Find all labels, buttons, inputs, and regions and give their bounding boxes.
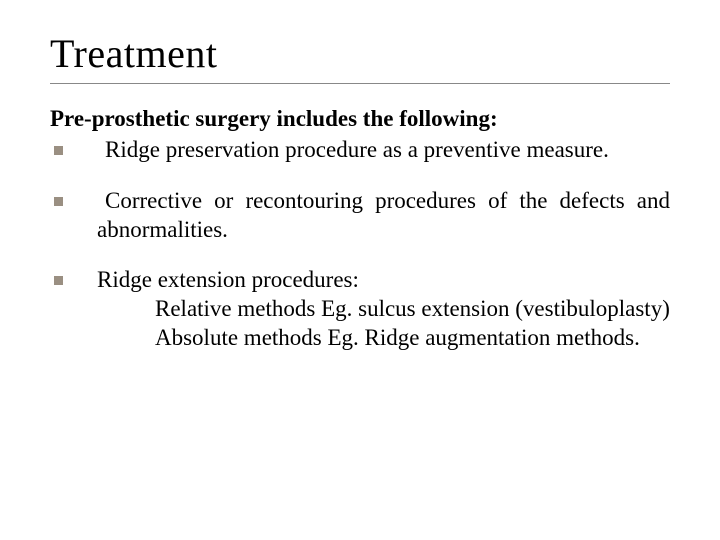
list-item-text: Ridge preservation procedure as a preven…: [97, 136, 670, 165]
title-underline: [50, 83, 670, 84]
list-item: Ridge extension procedures: Relative met…: [50, 266, 670, 352]
text-line: Relative methods Eg. sulcus extension (v…: [97, 295, 670, 324]
square-bullet-icon: [54, 276, 63, 285]
text-line: Absolute methods Eg. Ridge augmentation …: [97, 324, 670, 353]
slide: Treatment Pre-prosthetic surgery include…: [0, 0, 720, 540]
text-line: Ridge preservation procedure as a preven…: [97, 137, 609, 162]
intro-line: Pre-prosthetic surgery includes the foll…: [50, 106, 670, 132]
list-item: Corrective or recontouring procedures of…: [50, 187, 670, 245]
list-item-text: Corrective or recontouring procedures of…: [97, 187, 670, 245]
text-line: Ridge extension procedures:: [97, 266, 670, 295]
square-bullet-icon: [54, 146, 63, 155]
list-item-text: Ridge extension procedures: Relative met…: [97, 266, 670, 352]
slide-title: Treatment: [50, 30, 670, 77]
list-item: Ridge preservation procedure as a preven…: [50, 136, 670, 165]
text-line: Corrective or recontouring procedures of…: [97, 188, 670, 242]
square-bullet-icon: [54, 197, 63, 206]
